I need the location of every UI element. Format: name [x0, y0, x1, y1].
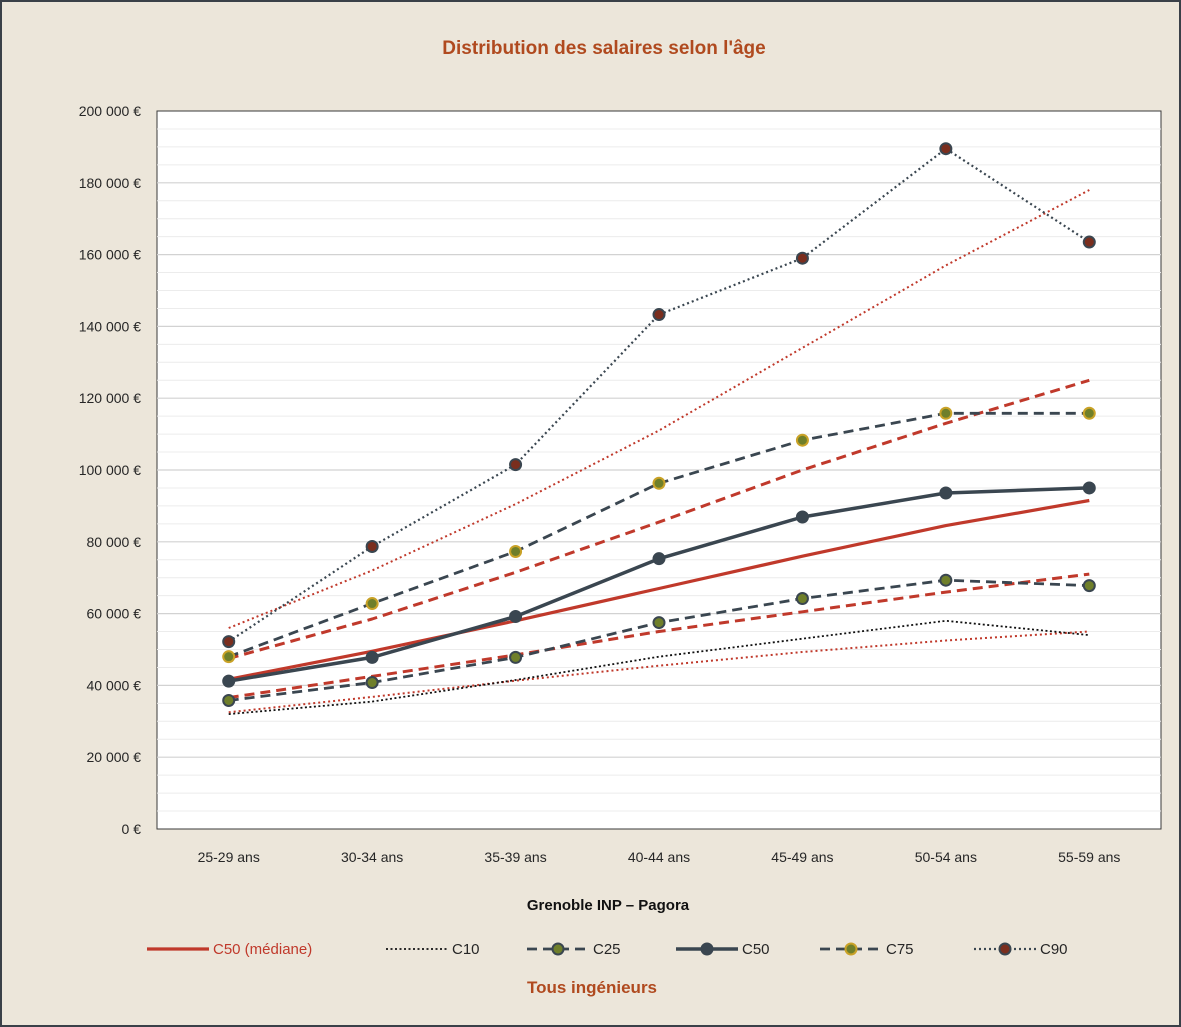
data-point	[509, 458, 523, 472]
series-trend-3	[228, 630, 1090, 714]
series-line	[228, 630, 1090, 714]
legend-item-c10: C10	[386, 941, 480, 958]
legend-marker	[700, 942, 714, 956]
legend-marker	[551, 942, 565, 956]
y-tick-label: 140 000 €	[79, 318, 141, 334]
x-tick-label: 55-59 ans	[1058, 849, 1120, 865]
x-tick-label: 50-54 ans	[915, 849, 977, 865]
data-point	[365, 676, 379, 690]
data-point	[222, 635, 236, 649]
series-c50	[222, 481, 1096, 688]
major-gridlines	[157, 182, 1161, 758]
series-c75	[222, 406, 1096, 664]
data-point	[939, 406, 953, 420]
legend-item-c50-m-diane: C50 (médiane)	[147, 941, 312, 958]
y-tick-label: 0 €	[122, 821, 142, 837]
y-tick-label: 80 000 €	[87, 534, 142, 550]
y-tick-label: 40 000 €	[87, 677, 142, 693]
x-axis-ticks: 25-29 ans 30-34 ans 35-39 ans 40-44 ans 45-4…	[198, 849, 1121, 865]
series-c25	[222, 573, 1096, 707]
data-point	[509, 544, 523, 558]
legend-label: C75	[886, 941, 914, 958]
data-point	[652, 616, 666, 630]
y-tick-label: 120 000 €	[79, 390, 141, 406]
data-point	[652, 476, 666, 490]
x-axis-label: Grenoble INP – Pagora	[527, 897, 690, 914]
data-point	[1082, 579, 1096, 593]
x-tick-label: 30-34 ans	[341, 849, 403, 865]
legend-item-c90: C90	[974, 941, 1068, 958]
data-point	[365, 597, 379, 611]
x-tick-label: 45-49 ans	[771, 849, 833, 865]
legend-marker	[998, 942, 1012, 956]
y-tick-label: 200 000 €	[79, 103, 141, 119]
chart-footer: Tous ingénieurs	[527, 978, 657, 997]
footer-part2: ingénieurs	[566, 978, 657, 997]
legend-item-c25: C25	[527, 941, 621, 958]
y-tick-label: 60 000 €	[87, 606, 142, 622]
data-point	[939, 573, 953, 587]
data-point	[222, 693, 236, 707]
legend-marker	[844, 942, 858, 956]
y-tick-label: 160 000 €	[79, 247, 141, 263]
data-point	[795, 510, 809, 524]
data-point	[1082, 406, 1096, 420]
data-point	[795, 251, 809, 265]
footer-part1: Tous	[527, 978, 566, 997]
y-axis-ticks: 0 € 20 000 € 40 000 € 60 000 € 80 000 € 100 0…	[79, 103, 142, 837]
x-tick-label: 25-29 ans	[198, 849, 260, 865]
x-tick-label: 40-44 ans	[628, 849, 690, 865]
data-point	[222, 674, 236, 688]
legend-label: C10	[452, 941, 480, 958]
legend: C50 (médiane) C10 C25 C50 C75 C90	[147, 941, 1068, 958]
legend-item-c50: C50	[676, 941, 770, 958]
legend-item-c75: C75	[820, 941, 914, 958]
legend-label: C50 (médiane)	[213, 941, 312, 958]
chart-title: Distribution des salaires selon l'âge	[442, 38, 765, 59]
data-point	[1082, 235, 1096, 249]
data-point	[365, 650, 379, 664]
data-point	[1082, 481, 1096, 495]
y-tick-label: 180 000 €	[79, 175, 141, 191]
data-point	[939, 142, 953, 156]
data-point	[222, 650, 236, 664]
y-tick-label: 100 000 €	[79, 462, 141, 478]
series-line	[228, 378, 1090, 660]
legend-label: C25	[593, 941, 621, 958]
data-point	[509, 609, 523, 623]
series-c90	[222, 142, 1096, 649]
data-point	[509, 650, 523, 664]
data-point	[652, 552, 666, 566]
data-point	[795, 592, 809, 606]
legend-label: C50	[742, 941, 770, 958]
x-tick-label: 35-39 ans	[484, 849, 546, 865]
data-point	[652, 308, 666, 322]
series-trend-2	[228, 378, 1090, 660]
data-point	[795, 433, 809, 447]
y-tick-label: 20 000 €	[87, 749, 142, 765]
data-point	[365, 539, 379, 553]
data-point	[939, 486, 953, 500]
legend-label: C90	[1040, 941, 1068, 958]
series-layer	[222, 142, 1096, 715]
